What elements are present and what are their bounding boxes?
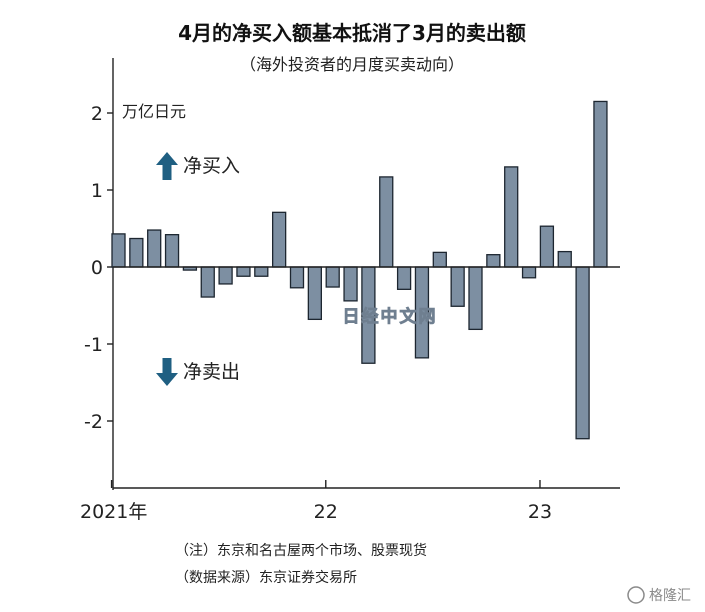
- watermark-text: 日经中文网: [343, 306, 438, 327]
- x-ticks: 2021年 22 23: [80, 480, 552, 523]
- bar: [396, 266, 412, 290]
- bar: [450, 266, 465, 307]
- y-tick-label: 2: [91, 103, 103, 125]
- bar: [218, 266, 233, 285]
- net-sell-annotation: 净卖出: [156, 358, 240, 386]
- bar: [343, 266, 358, 302]
- chart-subtitle: （海外投资者的月度买卖动向）: [240, 55, 464, 74]
- net-buy-label: 净买入: [183, 155, 240, 177]
- y-tick-label: -1: [84, 334, 103, 356]
- bar: [289, 266, 305, 289]
- bar: [575, 266, 590, 440]
- bar: [307, 266, 323, 321]
- x-tick-label: 22: [314, 501, 338, 523]
- corner-logo-icon: [627, 586, 645, 604]
- bar: [468, 266, 483, 331]
- bar: [593, 100, 608, 268]
- bar: [111, 233, 126, 268]
- bar: [129, 237, 144, 268]
- bar: [379, 176, 394, 268]
- bars: [111, 100, 608, 440]
- down-arrow-icon: [156, 358, 178, 386]
- net-buy-annotation: 净买入: [156, 152, 240, 180]
- bar: [504, 166, 519, 268]
- up-arrow-icon: [156, 152, 178, 180]
- net-sell-label: 净卖出: [183, 361, 240, 383]
- chart-title: 4月的净买入额基本抵消了3月的卖出额: [178, 21, 526, 45]
- bar: [432, 251, 447, 268]
- corner-watermark-text: 格隆汇: [649, 588, 691, 604]
- bar: [254, 266, 269, 277]
- y-axis-unit: 万亿日元: [122, 102, 186, 121]
- bar: [325, 266, 340, 288]
- y-tick-label: 1: [91, 180, 103, 202]
- y-tick-label: 0: [91, 257, 103, 279]
- bar: [200, 266, 215, 298]
- bar: [164, 234, 180, 268]
- bar: [521, 266, 537, 279]
- x-tick-label: 2021年: [80, 501, 147, 523]
- bar: [147, 229, 162, 268]
- corner-watermark: 格隆汇: [627, 586, 691, 604]
- bar: [486, 254, 501, 268]
- bar: [236, 266, 251, 277]
- note-text: （注）东京和名古屋两个市场、股票现货: [175, 542, 427, 559]
- y-tick-label: -2: [84, 411, 103, 433]
- bar: [557, 250, 572, 268]
- bar: [271, 211, 287, 268]
- x-tick-label: 23: [528, 501, 552, 523]
- bar: [539, 225, 555, 268]
- source-text: （数据来源）东京证券交易所: [175, 569, 357, 586]
- y-ticks: 2 1 0 -1 -2: [84, 103, 113, 433]
